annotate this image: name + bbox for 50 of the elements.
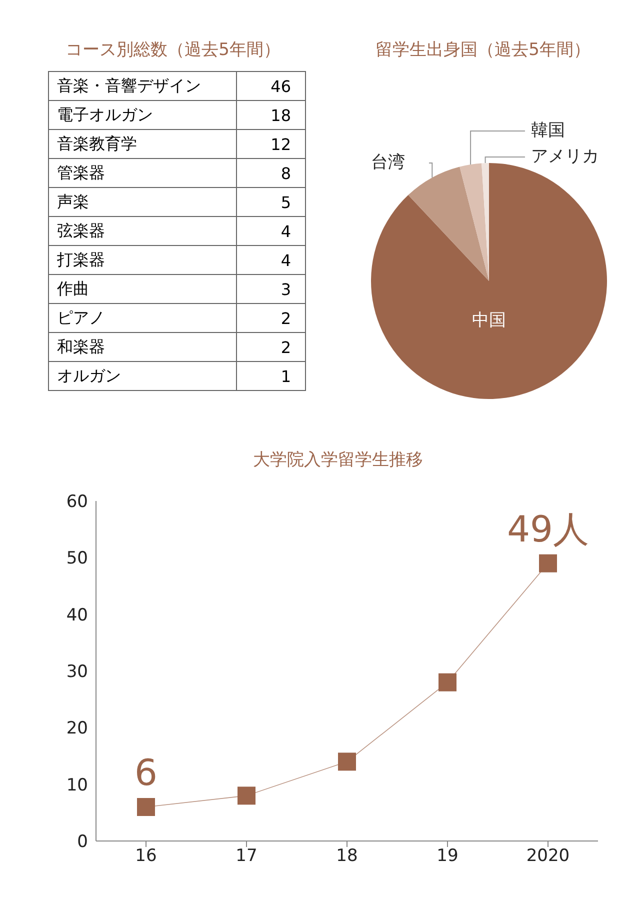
data-label: 1 [236, 362, 306, 390]
category-label: ピアノ [48, 304, 236, 332]
x-tick-label: 16 [135, 846, 157, 866]
data-label: 18 [236, 100, 306, 130]
y-tick-label: 20 [66, 718, 88, 739]
point [438, 673, 456, 692]
category-label: 作曲 [48, 274, 236, 304]
point [238, 786, 256, 805]
data-label: 46 [236, 72, 306, 100]
category-label: 音楽・音響デザイン [48, 72, 236, 100]
data-label: 4 [236, 246, 306, 274]
category-label: 打楽器 [48, 246, 236, 274]
data-label: 2 [236, 332, 306, 362]
slice-label: 台湾 [371, 152, 405, 173]
data-label: 8 [236, 158, 306, 188]
chart-title: 大学院入学留学生推移 [252, 449, 424, 471]
pie-slice [460, 163, 489, 281]
x-tick-label: 19 [436, 846, 458, 866]
data-label: 12 [236, 130, 306, 158]
point [137, 798, 155, 816]
category-label: 音楽教育学 [48, 130, 236, 158]
category-label: 管楽器 [48, 158, 236, 188]
y-tick-label: 50 [66, 548, 88, 569]
y-tick-label: 10 [66, 775, 88, 796]
x-tick-label: 18 [336, 846, 358, 866]
y-tick-label: 30 [66, 662, 88, 682]
slice-label: 中国 [472, 310, 506, 331]
data-label: 2 [236, 304, 306, 332]
data-label: 6 [134, 753, 158, 794]
data-label: 3 [236, 274, 306, 304]
category-label: 弦楽器 [48, 216, 236, 246]
y-tick-label: 40 [66, 605, 88, 626]
y-tick-label: 60 [66, 492, 88, 512]
slice-label: アメリカ [531, 146, 599, 167]
point [539, 554, 557, 572]
x-tick-label: 17 [236, 846, 258, 866]
category-label: 電子オルガン [48, 100, 236, 130]
data-label: 4 [236, 216, 306, 246]
chart-title: 留学生出身国（過去5年間） [374, 39, 592, 61]
y-tick-label: 0 [77, 832, 88, 852]
category-label: 声楽 [48, 188, 236, 216]
data-label: 5 [236, 188, 306, 216]
pie-slice [408, 166, 489, 281]
x-tick-label: 2020 [526, 846, 570, 866]
slice-label: 韓国 [531, 120, 565, 141]
data-label: 49人 [507, 509, 589, 550]
category-label: 和楽器 [48, 332, 236, 362]
category-label: オルガン [48, 362, 236, 390]
point [338, 752, 356, 771]
text: コース別総数（過去5年間） [64, 39, 282, 61]
